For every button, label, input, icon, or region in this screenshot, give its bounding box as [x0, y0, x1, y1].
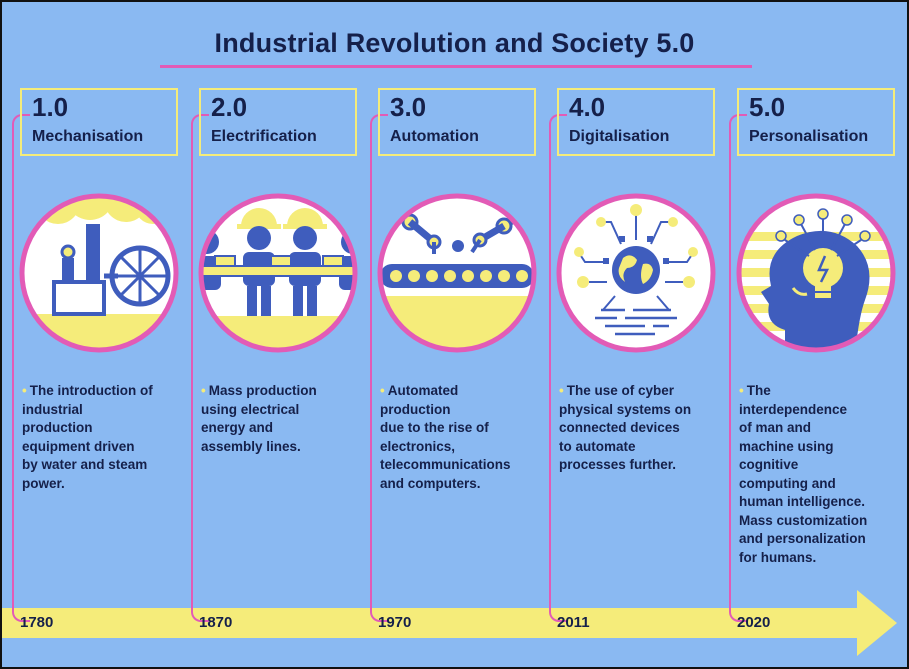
- stage-name: Digitalisation: [569, 128, 670, 145]
- connected-globe-icon: [556, 193, 716, 353]
- bullet-dot: •: [201, 383, 206, 398]
- stage-header-box: 1.0 Mechanisation: [20, 88, 178, 156]
- timeline-arrow: [2, 590, 897, 656]
- stage-description: • The introduction of industrial producti…: [22, 382, 198, 493]
- stage-name: Electrification: [211, 128, 317, 145]
- stage-description-text: The use of cyber physical systems on con…: [559, 383, 692, 472]
- stage-description: • The use of cyber physical systems on co…: [559, 382, 735, 475]
- stage-name: Mechanisation: [32, 128, 144, 145]
- timeline-connector: [549, 114, 567, 622]
- year-label: 1970: [378, 614, 412, 631]
- year-label: 2020: [737, 614, 771, 631]
- stage-description: • The interdependence of man and machine …: [739, 382, 907, 567]
- stage-number: 4.0: [569, 92, 606, 122]
- stage-column-4: 4.0 Digitalisation: [549, 2, 735, 667]
- page-title: Industrial Revolution and Society 5.0: [214, 28, 695, 58]
- timeline-connector: [370, 114, 388, 622]
- stage-header-box: 5.0 Personalisation: [737, 88, 895, 156]
- bullet-dot: •: [22, 383, 27, 398]
- stage-description-text: The interdependence of man and machine u…: [739, 383, 868, 565]
- stage-column-2: 2.0 Electrification: [191, 2, 377, 667]
- human-head-lightbulb-icon: [736, 193, 896, 353]
- stage-number: 3.0: [390, 92, 427, 122]
- timeline-connector: [12, 114, 30, 622]
- stage-number: 1.0: [32, 92, 69, 122]
- robotic-arms-icon: [377, 193, 537, 353]
- stage-description: • Automated production due to the rise of…: [380, 382, 556, 493]
- stage-description-text: Automated production due to the rise of …: [380, 383, 511, 491]
- stage-header-box: 2.0 Electrification: [199, 88, 357, 156]
- stage-header-box: 4.0 Digitalisation: [557, 88, 715, 156]
- year-label: 2011: [557, 614, 590, 631]
- stage-name: Automation: [390, 128, 479, 145]
- bullet-dot: •: [559, 383, 564, 398]
- year-label: 1780: [20, 614, 54, 631]
- stage-description-text: Mass production using electrical energy …: [201, 383, 317, 454]
- stage-column-1: 1.0 Mechanisation: [12, 2, 198, 667]
- timeline-connector: [191, 114, 209, 622]
- stage-description: • Mass production using electrical energy…: [201, 382, 377, 456]
- stage-column-5: 5.0 Personalisation: [729, 2, 907, 667]
- stage-number: 2.0: [211, 92, 248, 122]
- stage-header-box: 3.0 Automation: [378, 88, 536, 156]
- stage-name: Personalisation: [749, 128, 869, 145]
- stage-number: 5.0: [749, 92, 786, 122]
- steam-engine-icon: [19, 193, 179, 353]
- stage-column-3: 3.0 Automation: [370, 2, 556, 667]
- bullet-dot: •: [380, 383, 385, 398]
- stage-description-text: The introduction of industrial productio…: [22, 383, 153, 491]
- title-underline: [160, 65, 752, 68]
- assembly-line-workers-icon: [198, 193, 358, 353]
- year-label: 1870: [199, 614, 233, 631]
- bullet-dot: •: [739, 383, 744, 398]
